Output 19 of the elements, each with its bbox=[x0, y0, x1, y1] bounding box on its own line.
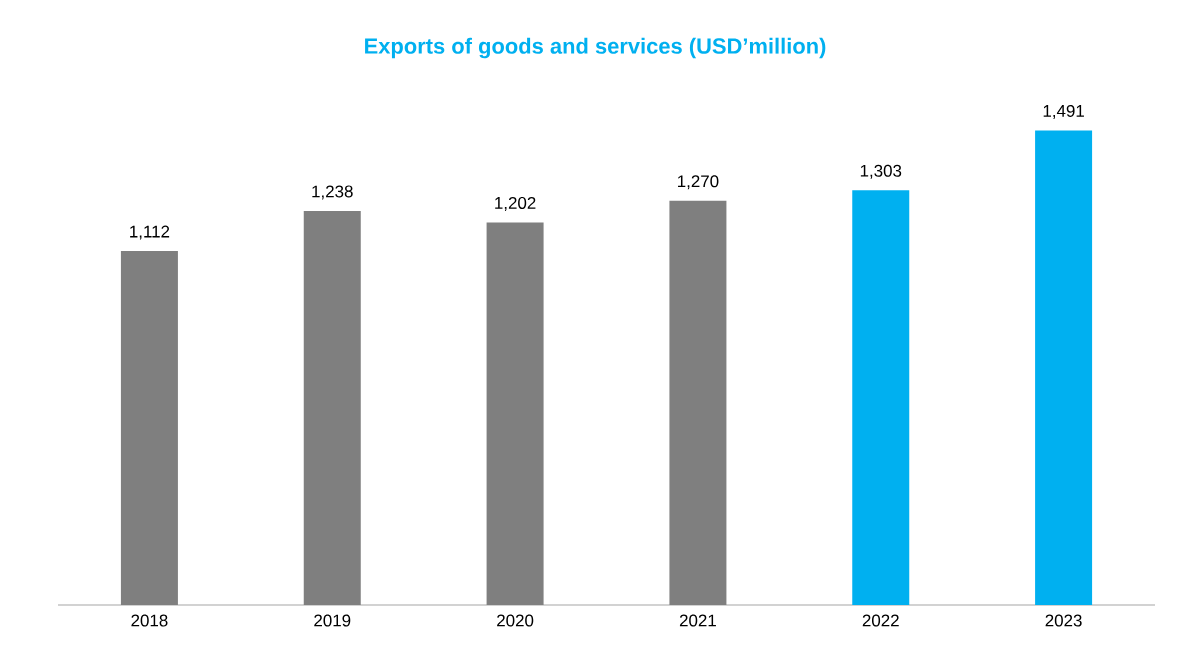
bar bbox=[669, 200, 727, 605]
bar bbox=[120, 251, 178, 605]
data-label: 1,303 bbox=[860, 164, 902, 179]
x-tick-label: 2018 bbox=[131, 614, 168, 627]
chart-title: Exports of goods and services (USD’million) bbox=[365, 37, 826, 59]
bar bbox=[486, 222, 544, 605]
x-tick-label: 2020 bbox=[497, 614, 534, 627]
data-label: 1,491 bbox=[1043, 104, 1084, 119]
x-tick-label: 2023 bbox=[1045, 614, 1082, 627]
bar bbox=[852, 190, 910, 605]
bar bbox=[303, 210, 361, 605]
x-tick-label: 2019 bbox=[314, 614, 351, 627]
x-tick-label: 2021 bbox=[679, 614, 716, 627]
x-tick-label: 2022 bbox=[862, 614, 899, 627]
data-label: 1,202 bbox=[495, 196, 536, 211]
data-label: 1,238 bbox=[312, 185, 353, 200]
data-label: 1,112 bbox=[130, 225, 170, 240]
bar bbox=[1035, 130, 1093, 605]
data-label: 1,270 bbox=[678, 175, 719, 190]
